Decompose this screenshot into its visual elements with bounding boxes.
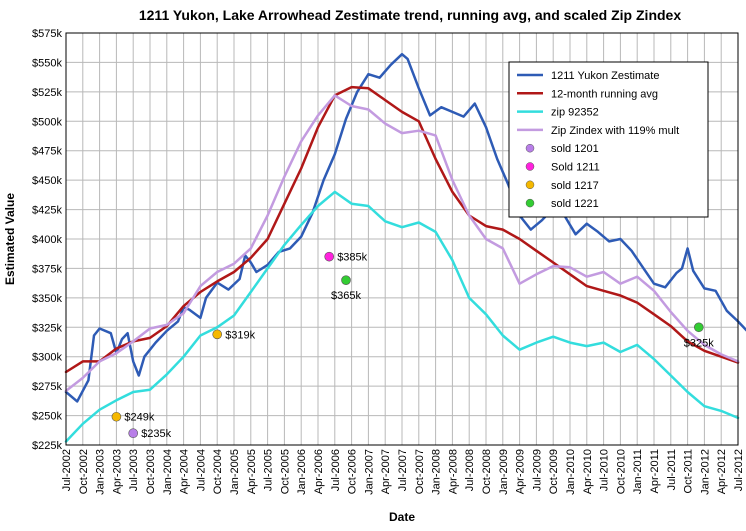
legend-swatch-marker xyxy=(525,198,535,208)
legend-label: sold 1201 xyxy=(551,143,599,155)
x-tick-label: Jan-2009 xyxy=(498,449,510,495)
y-axis-title: Estimated Value xyxy=(3,193,17,285)
series-line xyxy=(64,52,746,403)
sale-label: $235k xyxy=(141,428,171,440)
x-tick-label: Jul-2009 xyxy=(531,449,543,491)
x-axis-ticks: Jul-2002 Oct-2002 Jan-2003 Apr-2003 Jul-2003… xyxy=(61,449,745,495)
x-tick-label: Oct-2005 xyxy=(279,449,291,494)
x-tick-label: Apr-2007 xyxy=(380,449,392,494)
sale-marker xyxy=(212,329,222,340)
legend-swatch-marker xyxy=(525,180,535,190)
x-tick-label: Jan-2005 xyxy=(229,449,241,495)
x-tick-label: Oct-2003 xyxy=(145,449,157,494)
x-tick-label: Jul-2003 xyxy=(128,449,140,491)
y-tick-label: $500k xyxy=(32,116,62,128)
sale-marker xyxy=(693,322,704,333)
x-axis-title: Date xyxy=(389,510,415,524)
legend-box xyxy=(508,61,709,218)
x-tick-label: Apr-2005 xyxy=(246,449,258,494)
legend-label: 1211 Yukon Zestimate xyxy=(551,70,659,82)
legend-label: Sold 1211 xyxy=(551,162,600,174)
x-tick-label: Jan-2006 xyxy=(296,449,308,495)
y-tick-label: $225k xyxy=(32,440,62,452)
y-tick-label: $250k xyxy=(32,411,62,423)
legend-label: sold 1221 xyxy=(551,198,599,210)
y-tick-label: $425k xyxy=(32,205,62,217)
sale-label: $319k xyxy=(225,329,255,341)
x-tick-label: Jul-2002 xyxy=(61,449,73,491)
x-tick-label: Jan-2011 xyxy=(632,449,644,494)
sale-marker xyxy=(111,411,122,422)
sale-markers: $235k $385k $249k $319k $365k $325k xyxy=(111,251,714,440)
x-tick-label: Jul-2004 xyxy=(195,449,207,491)
y-tick-label: $275k xyxy=(32,381,62,393)
x-tick-label: Jul-2011 xyxy=(666,449,678,490)
x-tick-label: Apr-2006 xyxy=(313,449,325,494)
y-tick-label: $350k xyxy=(32,293,62,305)
series-lines xyxy=(64,52,746,443)
series-line xyxy=(64,94,740,393)
legend-label: Zip Zindex with 119% mult xyxy=(551,125,679,137)
x-tick-label: Oct-2007 xyxy=(414,449,426,494)
x-tick-label: Jan-2003 xyxy=(95,449,107,495)
y-axis-ticks: $225k $250k $275k $300k $325k $350k $375k $400k… xyxy=(32,28,62,452)
x-tick-label: Oct-2011 xyxy=(683,449,695,493)
y-tick-label: $400k xyxy=(32,234,62,246)
series-line xyxy=(64,85,740,374)
sale-marker xyxy=(341,275,351,286)
legend-label: zip 92352 xyxy=(551,107,599,119)
x-tick-label: Oct-2010 xyxy=(615,449,627,494)
sale-label: $325k xyxy=(684,337,714,349)
x-tick-label: Apr-2010 xyxy=(582,449,594,494)
x-tick-label: Apr-2009 xyxy=(515,449,527,494)
legend: 1211 Yukon Zestimate 12-month running avg… xyxy=(508,61,709,218)
x-tick-label: Apr-2011 xyxy=(649,449,661,493)
y-tick-label: $475k xyxy=(32,146,62,158)
y-tick-label: $300k xyxy=(32,352,62,364)
x-tick-label: Jan-2012 xyxy=(699,449,711,495)
x-tick-label: Oct-2009 xyxy=(548,449,560,494)
x-tick-label: Jan-2008 xyxy=(431,449,443,495)
x-tick-label: Jul-2007 xyxy=(397,449,409,491)
sale-marker xyxy=(324,251,335,262)
x-tick-label: Oct-2008 xyxy=(481,449,493,494)
x-tick-label: Oct-2004 xyxy=(212,449,224,494)
x-tick-label: Jan-2010 xyxy=(565,449,577,495)
legend-label: sold 1217 xyxy=(551,180,599,192)
legend-label: 12-month running avg xyxy=(551,88,658,100)
x-tick-label: Apr-2003 xyxy=(111,449,123,494)
legend-swatch-marker xyxy=(525,143,535,153)
series-line xyxy=(64,190,740,443)
x-tick-label: Jul-2012 xyxy=(733,449,745,491)
x-tick-label: Apr-2004 xyxy=(179,449,191,494)
y-tick-label: $325k xyxy=(32,322,62,334)
x-tick-label: Jan-2004 xyxy=(162,449,174,495)
y-tick-label: $550k xyxy=(32,57,62,69)
x-tick-label: Jan-2007 xyxy=(363,449,375,495)
sale-label: $365k xyxy=(331,290,361,302)
plot-frame xyxy=(65,32,739,446)
x-tick-label: Oct-2002 xyxy=(78,449,90,494)
y-tick-label: $450k xyxy=(32,175,62,187)
x-tick-label: Apr-2012 xyxy=(716,449,728,494)
chart-title: 1211 Yukon, Lake Arrowhead Zestimate tre… xyxy=(139,7,681,23)
x-tick-label: Jul-2008 xyxy=(464,449,476,491)
y-tick-label: $525k xyxy=(32,87,62,99)
y-tick-label: $375k xyxy=(32,263,62,275)
y-tick-label: $575k xyxy=(32,28,62,40)
x-tick-label: Jul-2010 xyxy=(599,449,611,491)
sale-marker xyxy=(128,428,138,439)
legend-swatch-marker xyxy=(525,162,535,171)
x-tick-label: Apr-2008 xyxy=(447,449,459,494)
sale-label: $249k xyxy=(124,412,154,424)
x-tick-label: Jul-2006 xyxy=(330,449,342,491)
sale-label: $385k xyxy=(337,252,367,264)
x-tick-label: Jul-2005 xyxy=(263,449,275,491)
x-tick-label: Oct-2006 xyxy=(347,449,359,494)
